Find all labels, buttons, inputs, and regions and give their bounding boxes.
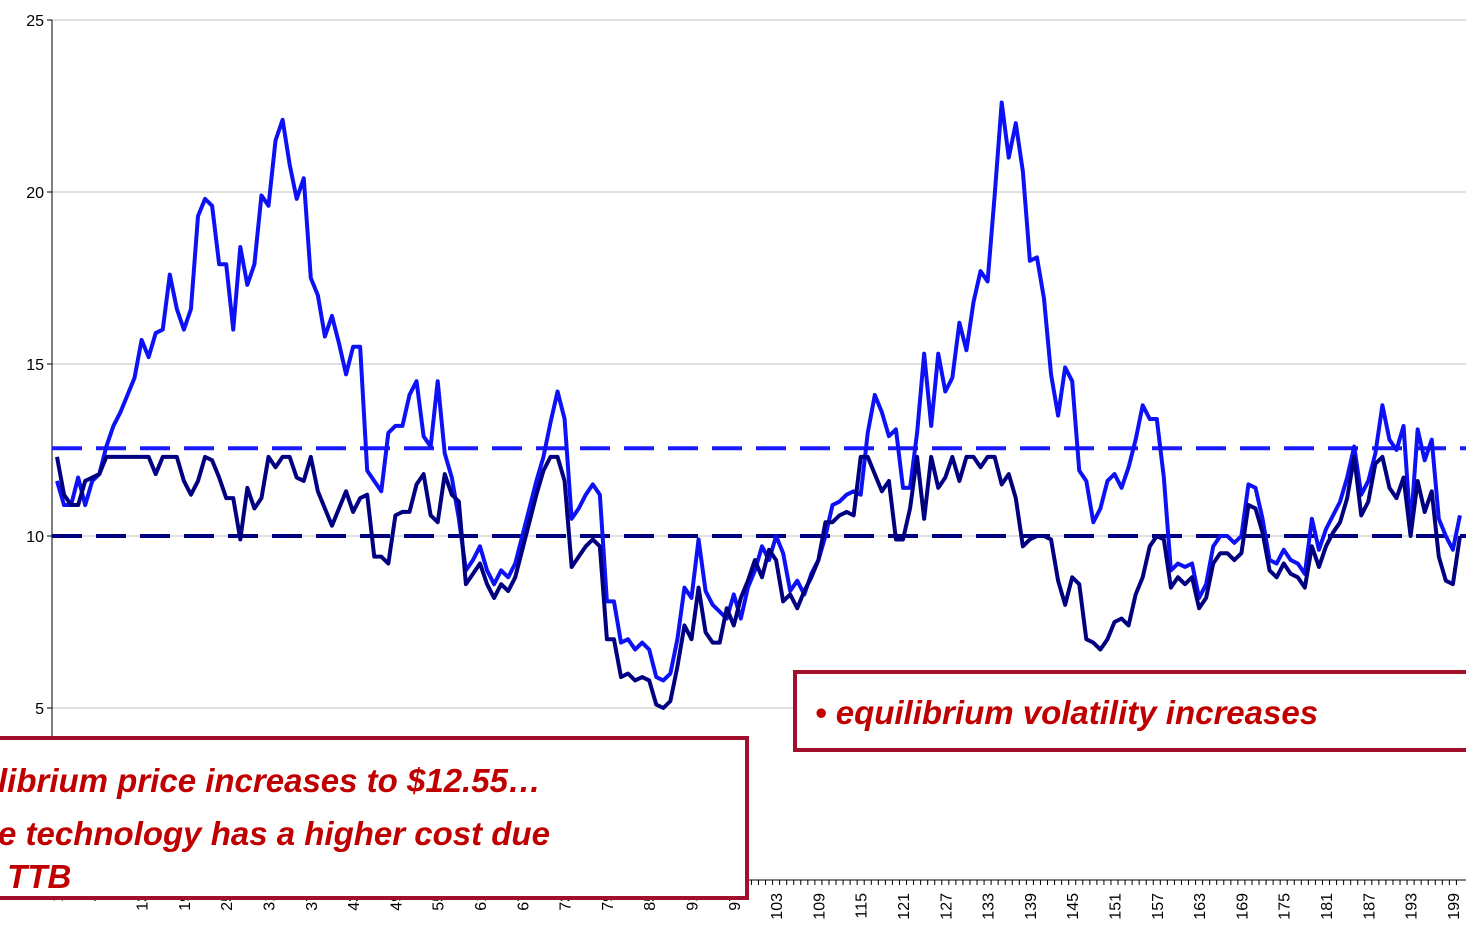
x-tick-label: 175 (1277, 893, 1294, 920)
x-tick-label: 127 (938, 893, 955, 920)
series-line (55, 454, 1462, 710)
x-tick-label: 139 (1023, 893, 1040, 920)
annotation-box (0, 736, 749, 900)
annotation-box (793, 670, 1466, 752)
x-tick-label: 199 (1446, 893, 1463, 920)
x-tick-label: 103 (769, 893, 786, 920)
y-tick-label: 5 (35, 701, 44, 718)
annotation: e technology has a higher cost due (0, 815, 550, 852)
y-tick-label: 20 (26, 185, 44, 202)
x-tick-label: 193 (1404, 893, 1421, 920)
x-tick-label: 121 (896, 893, 913, 920)
x-tick-label: 163 (1192, 893, 1209, 920)
x-tick-label: 169 (1234, 893, 1251, 920)
series-line (55, 100, 1462, 683)
x-tick-label: 187 (1361, 893, 1378, 920)
x-tick-label: 109 (811, 893, 828, 920)
x-tick-label: 181 (1319, 893, 1336, 920)
x-tick-label: 133 (981, 893, 998, 920)
y-tick-label: 10 (26, 529, 44, 546)
x-tick-label: 157 (1150, 893, 1167, 920)
y-tick-label: 25 (26, 13, 44, 30)
x-tick-label: 145 (1065, 893, 1082, 920)
x-tick-label: 115 (854, 893, 871, 919)
y-tick-label: 15 (26, 357, 44, 374)
annotation: librium price increases to $12.55… (0, 762, 541, 799)
annotation: TTB (0, 858, 71, 895)
annotation: • equilibrium volatility increases (815, 694, 1318, 731)
x-tick-label: 151 (1108, 893, 1125, 920)
